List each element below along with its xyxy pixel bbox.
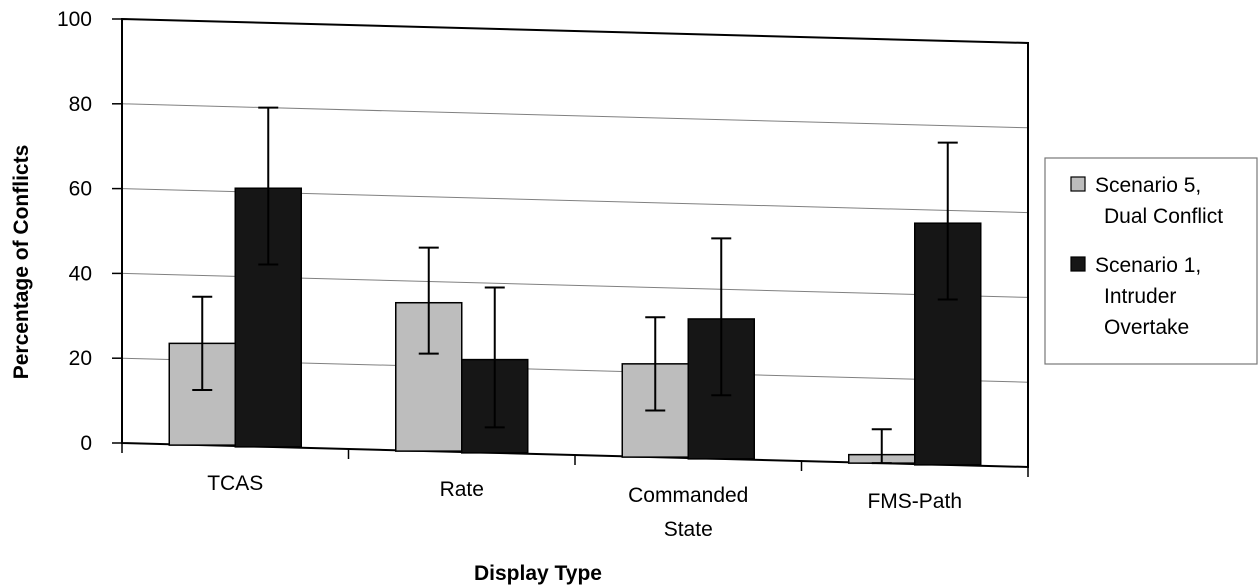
legend-swatch [1070, 256, 1086, 272]
legend-entry: Scenario 1, Intruder Overtake [1095, 254, 1201, 339]
y-tick-label: 40 [69, 262, 92, 285]
legend-entry-line: Scenario 5, [1095, 174, 1201, 197]
category-label-line: FMS-Path [867, 490, 962, 513]
legend-entry-line: Dual Conflict [1104, 205, 1223, 228]
y-tick-label: 20 [69, 347, 92, 370]
x-axis-title: Display Type [474, 562, 602, 585]
legend-entry-line: Intruder [1104, 285, 1176, 308]
category-label: TCAS [207, 472, 263, 495]
y-tick-label: 100 [57, 8, 92, 31]
legend-swatch [1070, 176, 1086, 192]
category-label: FMS-Path [867, 490, 962, 513]
y-tick-label: 80 [69, 93, 92, 116]
y-axis-title: Percentage of Conflicts [10, 145, 33, 380]
legend: Scenario 5, Dual Conflict Scenario 1, Intru… [1044, 157, 1258, 365]
y-tick-label: 60 [69, 178, 92, 201]
plot-area: 0 20 40 60 80 100 TCAS Rate Commanded State FMS-Pa… [57, 8, 1029, 541]
category-label-line: TCAS [207, 472, 263, 495]
legend-entry-line: Scenario 1, [1095, 254, 1201, 277]
legend-entry-line: Overtake [1104, 316, 1189, 339]
legend-entry: Scenario 5, Dual Conflict [1095, 174, 1223, 228]
category-label: Commanded State [628, 484, 748, 541]
y-tick-label: 0 [80, 432, 92, 455]
category-label-line: Commanded [628, 484, 748, 507]
gridline [121, 103, 1029, 129]
category-label-line: State [664, 518, 713, 541]
category-label: Rate [440, 478, 484, 501]
category-label-line: Rate [440, 478, 484, 501]
